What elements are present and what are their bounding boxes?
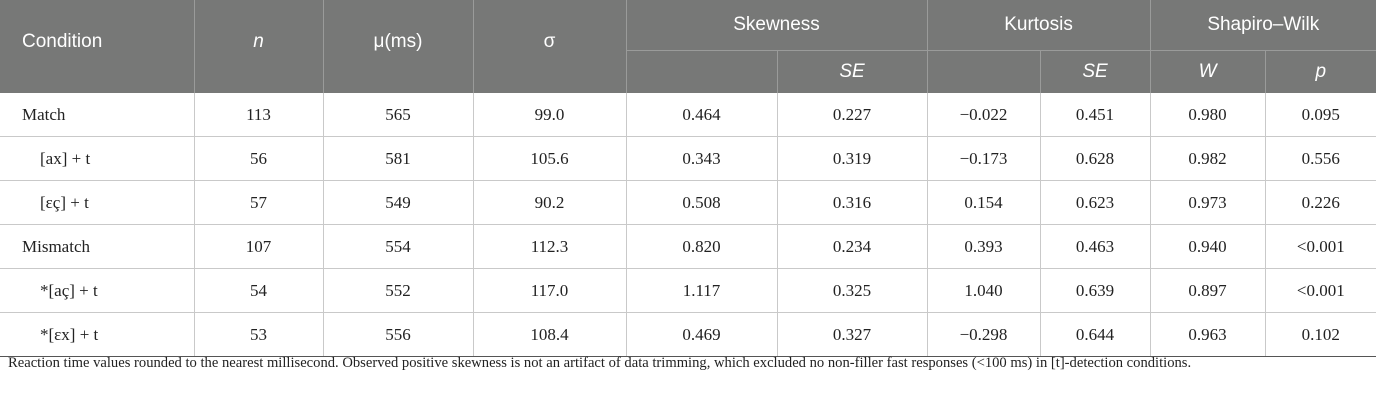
header-kurtosis-se: SE (1039, 50, 1151, 93)
table-row: [εç] + t 57 549 90.2 0.508 0.316 0.154 0… (0, 180, 1376, 225)
cell-skewness: 0.343 (625, 136, 777, 181)
header-shapiro-wilk: Shapiro–Wilk (1149, 0, 1376, 51)
cell-kurtosis-se: 0.463 (1039, 224, 1151, 269)
cell-kurtosis: −0.022 (926, 93, 1041, 137)
header-n: n (193, 0, 323, 93)
cell-p: 0.226 (1264, 180, 1376, 225)
cell-sigma: 112.3 (472, 224, 626, 269)
header-kurtosis: Kurtosis (926, 0, 1151, 51)
cell-skewness: 0.820 (625, 224, 777, 269)
cell-sigma: 108.4 (472, 312, 626, 357)
cell-skewness: 0.469 (625, 312, 777, 357)
header-kurtosis-value (926, 50, 1041, 93)
cell-mu: 581 (322, 136, 473, 181)
cell-kurtosis: −0.173 (926, 136, 1041, 181)
cell-p: <0.001 (1264, 268, 1376, 313)
header-skewness-value (625, 50, 777, 93)
cell-skewness-se: 0.316 (776, 180, 928, 225)
cell-sigma: 90.2 (472, 180, 626, 225)
condition-label: [ax] + t (0, 136, 194, 181)
cell-kurtosis: −0.298 (926, 312, 1041, 357)
header-mu: μ(ms) (322, 0, 473, 93)
header-sigma: σ (472, 0, 626, 93)
cell-n: 113 (193, 93, 323, 137)
condition-label: [εç] + t (0, 180, 194, 225)
cell-sigma: 117.0 (472, 268, 626, 313)
stats-table: Condition n μ(ms) σ Skewness Kurtosis Sh… (0, 0, 1376, 357)
cell-n: 54 (193, 268, 323, 313)
cell-skewness-se: 0.234 (776, 224, 928, 269)
cell-kurtosis: 0.154 (926, 180, 1041, 225)
cell-mu: 565 (322, 93, 473, 137)
table-row: Mismatch 107 554 112.3 0.820 0.234 0.393… (0, 224, 1376, 269)
cell-w: 0.963 (1149, 312, 1266, 357)
cell-skewness-se: 0.327 (776, 312, 928, 357)
cell-skewness: 0.508 (625, 180, 777, 225)
header-condition: Condition (0, 0, 194, 93)
cell-kurtosis: 0.393 (926, 224, 1041, 269)
table-row: *[aç] + t 54 552 117.0 1.117 0.325 1.040… (0, 268, 1376, 313)
table-row: *[εx] + t 53 556 108.4 0.469 0.327 −0.29… (0, 312, 1376, 357)
condition-label: Mismatch (0, 224, 194, 269)
condition-label: *[aç] + t (0, 268, 194, 313)
cell-sigma: 105.6 (472, 136, 626, 181)
cell-mu: 552 (322, 268, 473, 313)
cell-mu: 549 (322, 180, 473, 225)
cell-p: 0.102 (1264, 312, 1376, 357)
cell-skewness-se: 0.227 (776, 93, 928, 137)
cell-skewness: 0.464 (625, 93, 777, 137)
cell-n: 56 (193, 136, 323, 181)
condition-label: Match (0, 93, 194, 137)
cell-kurtosis-se: 0.628 (1039, 136, 1151, 181)
cell-mu: 556 (322, 312, 473, 357)
header-w: W (1149, 50, 1266, 93)
condition-label: *[εx] + t (0, 312, 194, 357)
header-p: p (1264, 50, 1376, 93)
cell-kurtosis-se: 0.451 (1039, 93, 1151, 137)
cell-skewness-se: 0.319 (776, 136, 928, 181)
cell-p: <0.001 (1264, 224, 1376, 269)
cell-n: 107 (193, 224, 323, 269)
cell-p: 0.095 (1264, 93, 1376, 137)
cell-mu: 554 (322, 224, 473, 269)
cell-n: 53 (193, 312, 323, 357)
cell-skewness: 1.117 (625, 268, 777, 313)
cell-sigma: 99.0 (472, 93, 626, 137)
cell-w: 0.980 (1149, 93, 1266, 137)
cell-skewness-se: 0.325 (776, 268, 928, 313)
cell-kurtosis: 1.040 (926, 268, 1041, 313)
cell-kurtosis-se: 0.623 (1039, 180, 1151, 225)
table-row: [ax] + t 56 581 105.6 0.343 0.319 −0.173… (0, 136, 1376, 181)
header-skewness-se: SE (776, 50, 928, 93)
cell-kurtosis-se: 0.639 (1039, 268, 1151, 313)
table-footnote: Reaction time values rounded to the near… (8, 355, 1192, 371)
cell-w: 0.897 (1149, 268, 1266, 313)
cell-p: 0.556 (1264, 136, 1376, 181)
cell-n: 57 (193, 180, 323, 225)
cell-w: 0.940 (1149, 224, 1266, 269)
header-skewness: Skewness (625, 0, 928, 51)
cell-w: 0.982 (1149, 136, 1266, 181)
table-row: Match 113 565 99.0 0.464 0.227 −0.022 0.… (0, 93, 1376, 137)
cell-kurtosis-se: 0.644 (1039, 312, 1151, 357)
cell-w: 0.973 (1149, 180, 1266, 225)
